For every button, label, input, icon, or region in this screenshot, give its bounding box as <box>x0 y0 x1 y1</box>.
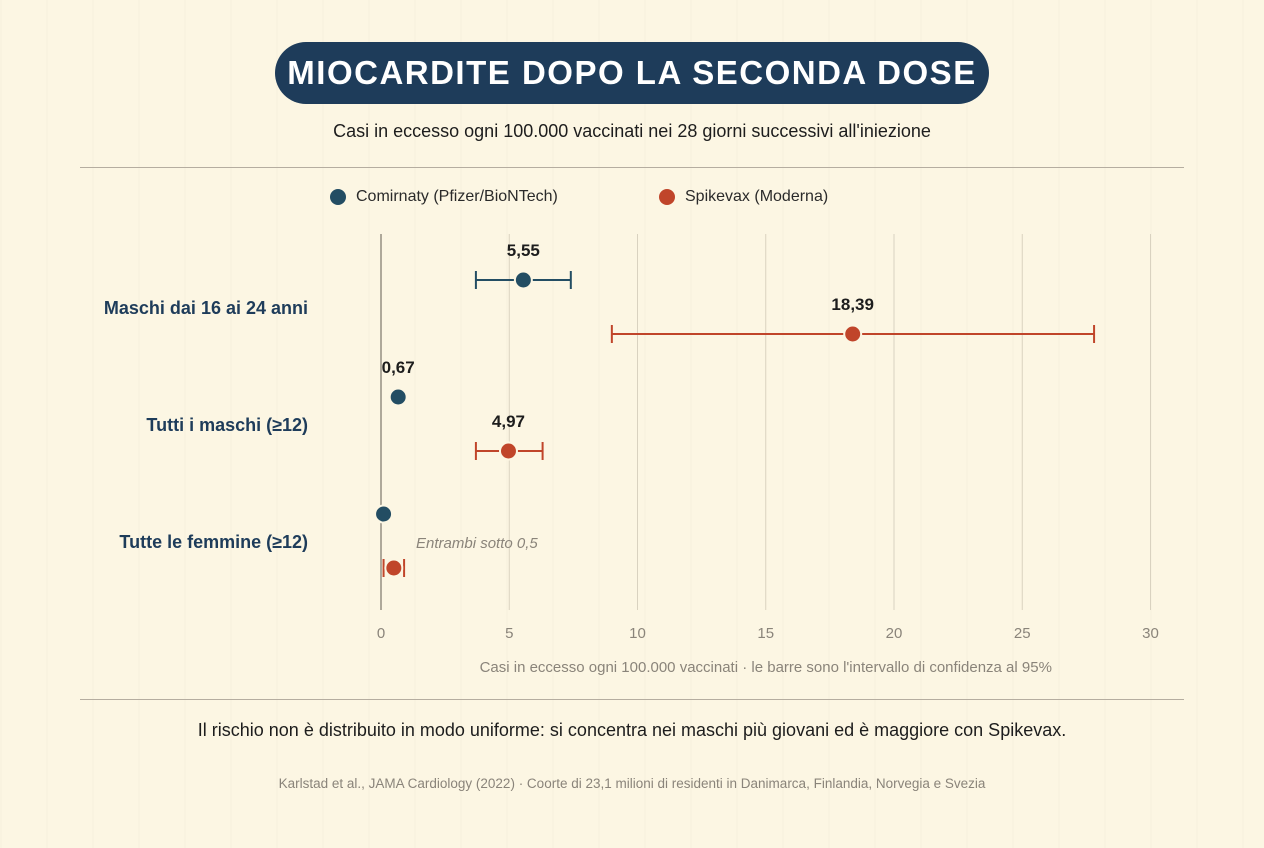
data-point <box>498 441 518 461</box>
data-point <box>374 504 394 524</box>
legend-item-moderna: Spikevax (Moderna) <box>659 188 828 206</box>
data-point <box>384 558 404 578</box>
data-point <box>513 270 533 290</box>
legend-dot-pfizer <box>330 189 346 205</box>
data-label: 0,67 <box>382 358 415 377</box>
legend-item-pfizer: Comirnaty (Pfizer/BioNTech) <box>330 188 558 206</box>
category-label: Maschi dai 16 ai 24 anni <box>104 298 308 318</box>
legend-dot-moderna <box>659 189 675 205</box>
legend-label-pfizer: Comirnaty (Pfizer/BioNTech) <box>356 188 558 205</box>
chart-subtitle: Casi in eccesso ogni 100.000 vaccinati n… <box>333 121 931 141</box>
data-label: 18,39 <box>831 295 874 314</box>
x-tick-label: 10 <box>629 625 646 642</box>
x-tick-label: 20 <box>886 625 903 642</box>
x-tick-label: 15 <box>757 625 774 642</box>
x-tick-label: 0 <box>377 625 385 642</box>
conclusion-text: Il rischio non è distribuito in modo uni… <box>197 720 1067 740</box>
x-axis-label: Casi in eccesso ogni 100.000 vaccinati ·… <box>480 659 1052 676</box>
data-point <box>388 387 408 407</box>
bottom-divider <box>80 699 1184 700</box>
x-tick-label: 5 <box>505 625 513 642</box>
annotation-text: Entrambi sotto 0,5 <box>416 535 538 552</box>
top-divider <box>80 167 1184 168</box>
legend-label-moderna: Spikevax (Moderna) <box>685 188 829 205</box>
chart-title: MIOCARDITE DOPO LA SECONDA DOSE <box>287 54 977 91</box>
data-label: 4,97 <box>492 412 525 431</box>
legend: Comirnaty (Pfizer/BioNTech) Spikevax (Mo… <box>0 188 1264 214</box>
source-note: Karlstad et al., JAMA Cardiology (2022) … <box>278 776 986 791</box>
x-tick-label: 30 <box>1142 625 1159 642</box>
data-point <box>843 324 863 344</box>
category-label: Tutti i maschi (≥12) <box>146 415 308 435</box>
title-banner: MIOCARDITE DOPO LA SECONDA DOSE <box>275 42 989 104</box>
category-label: Tutte le femmine (≥12) <box>119 532 308 552</box>
x-tick-label: 25 <box>1014 625 1031 642</box>
data-label: 5,55 <box>507 241 540 260</box>
